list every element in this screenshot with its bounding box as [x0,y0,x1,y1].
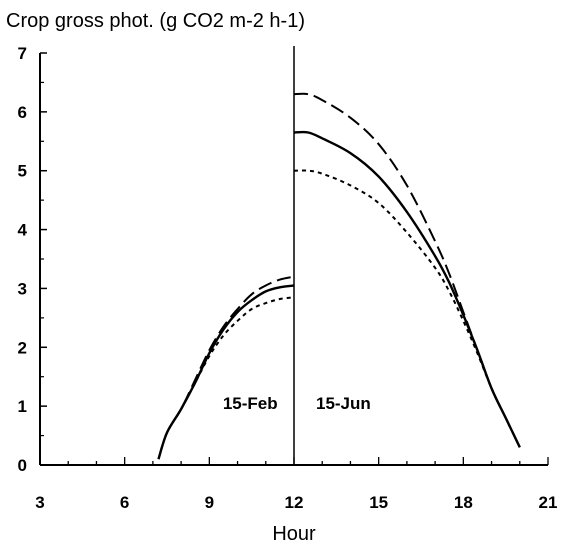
y-tick-label: 1 [18,397,27,416]
chart-title: Crop gross phot. (g CO2 m-2 h-1) [6,10,305,32]
x-tick-label: 3 [35,493,44,512]
y-tick-label: 5 [18,162,27,181]
x-tick-label: 15 [369,493,388,512]
x-tick-label: 9 [205,493,214,512]
y-tick-label: 4 [18,221,28,240]
x-tick-label: 18 [454,493,473,512]
x-axis-title: Hour [272,523,316,545]
date-annotation: 15-Jun [316,394,371,413]
annotations: 15-Feb 15-Jun [223,394,371,413]
x-tick-label: 6 [120,493,129,512]
series-line-dotted-1 [293,169,521,448]
series-line-solid-0 [157,284,295,460]
x-tick-label: 12 [285,493,304,512]
series-group [157,92,521,460]
date-annotation: 15-Feb [223,394,278,413]
y-tick-label: 0 [18,456,27,475]
x-tick-label: 21 [539,493,558,512]
y-tick-label: 6 [18,103,27,122]
series-line-dashed-0 [157,275,295,460]
y-tick-label: 7 [18,44,27,63]
y-tick-label: 2 [18,338,27,357]
y-tick-label: 3 [18,279,27,298]
